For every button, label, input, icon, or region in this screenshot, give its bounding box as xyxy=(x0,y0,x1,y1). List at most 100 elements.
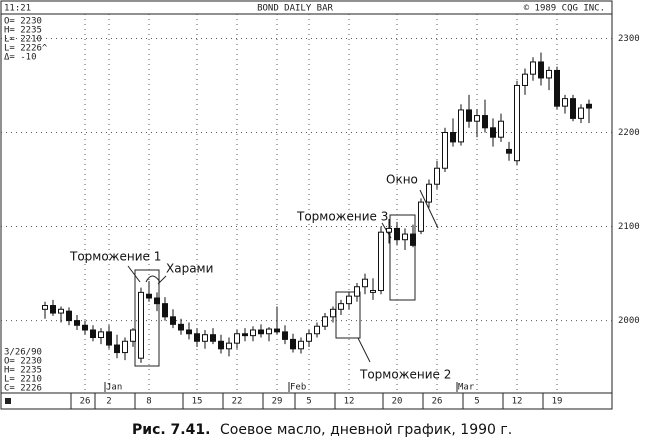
candle-body xyxy=(218,340,224,350)
annotation: Торможение 3 xyxy=(296,210,388,224)
candle-body xyxy=(90,329,96,339)
candle-body xyxy=(506,148,512,154)
x-tick-label: 2 xyxy=(106,397,111,407)
candle-body xyxy=(322,316,328,327)
candle-body xyxy=(498,120,504,138)
frame xyxy=(0,0,613,410)
candle-body xyxy=(138,291,144,359)
candle-body xyxy=(554,69,560,107)
candle-body xyxy=(338,303,344,310)
x-tick-label: 22 xyxy=(232,397,243,407)
y-tick-label: 2000 xyxy=(618,316,640,326)
x-tick-label: 12 xyxy=(512,397,523,407)
header-title: BOND DAILY BAR xyxy=(257,4,333,14)
candle-body xyxy=(290,338,296,350)
info-bottom: 3/26/90 xyxy=(4,348,42,358)
arrow xyxy=(419,189,439,229)
arrow xyxy=(157,275,167,285)
candle-body xyxy=(234,333,240,344)
x-tick-label: 8 xyxy=(146,397,151,407)
candle-body xyxy=(370,289,376,293)
candle-body xyxy=(58,308,64,314)
candle-body xyxy=(538,61,544,79)
candle-body xyxy=(258,329,264,335)
candle-body xyxy=(434,167,440,185)
info-bottom: C= 2226 xyxy=(4,384,42,394)
info-bottom: O= 2230 xyxy=(4,357,42,367)
info-top: O= 2230 xyxy=(4,17,42,27)
candle-body xyxy=(306,333,312,342)
x-tick-label: 26 xyxy=(432,397,443,407)
x-tick-label: 15 xyxy=(192,397,203,407)
candle-body xyxy=(202,334,208,342)
candle-body xyxy=(362,278,368,288)
candle-body xyxy=(178,323,184,331)
candle-body xyxy=(386,227,392,233)
candle-body xyxy=(298,340,304,350)
candle-body xyxy=(330,308,336,318)
candle-body xyxy=(194,333,200,342)
candle-body xyxy=(346,295,352,305)
month-label: Feb xyxy=(290,383,306,393)
candle-body xyxy=(474,115,480,122)
candle-body xyxy=(490,127,496,138)
candle-body xyxy=(578,107,584,119)
candle-body xyxy=(530,61,536,75)
candle-body xyxy=(586,103,592,109)
candle-body xyxy=(522,73,528,86)
box-3 xyxy=(389,214,416,301)
caption-text: Соевое масло, дневной график, 1990 г. xyxy=(220,422,512,438)
candle-body xyxy=(514,84,520,162)
candle-body xyxy=(418,201,424,232)
candle-body xyxy=(458,109,464,143)
candle-body xyxy=(442,131,448,169)
month-label: Jan xyxy=(106,383,122,393)
candle-body xyxy=(210,334,216,342)
info-bottom: L= 2210 xyxy=(4,375,42,385)
candle-body xyxy=(66,310,72,322)
y-tick-label: 2100 xyxy=(618,222,640,232)
x-tick-label: 26 xyxy=(80,397,91,407)
candle-body xyxy=(482,115,488,129)
caption-label: Рис. 7.41. xyxy=(132,422,210,438)
info-top: H= 2235 xyxy=(4,26,42,36)
x-tick-label: 20 xyxy=(392,397,403,407)
x-tick-label: 5 xyxy=(474,397,479,407)
candle-body xyxy=(466,109,472,122)
candle-body xyxy=(546,69,552,79)
candle-body xyxy=(250,329,256,337)
candle-body xyxy=(114,344,120,354)
candle-body xyxy=(354,286,360,297)
harami-arc xyxy=(145,275,161,283)
x-tick-label: 19 xyxy=(552,397,563,407)
candle-body xyxy=(106,331,112,346)
candle-body xyxy=(314,325,320,335)
y-tick-label: 2200 xyxy=(618,128,640,138)
corner-square xyxy=(5,398,11,404)
y-tick-label: 2300 xyxy=(618,34,640,44)
x-tick-label: 5 xyxy=(306,397,311,407)
candle-body xyxy=(410,233,416,246)
candle-body xyxy=(226,342,232,350)
candle-body xyxy=(394,227,400,241)
candle-body xyxy=(74,320,80,326)
candle-body xyxy=(98,331,104,339)
header-time: 11:21 xyxy=(4,4,31,14)
candle-body xyxy=(426,183,432,203)
candle-body xyxy=(282,331,288,340)
candle-body xyxy=(82,324,88,331)
candle-body xyxy=(274,328,280,333)
box-1 xyxy=(134,269,160,367)
candle-body xyxy=(266,328,272,335)
candle-body xyxy=(402,233,408,241)
header-copyright: © 1989 CQG INC. xyxy=(524,4,605,14)
x-tick-label: 29 xyxy=(272,397,283,407)
candle-body xyxy=(242,333,248,337)
candle-body xyxy=(170,316,176,325)
arrow xyxy=(127,265,141,283)
info-bottom: H= 2235 xyxy=(4,366,42,376)
annotation: Харами xyxy=(166,262,213,276)
candle-body xyxy=(122,340,128,354)
candle-body xyxy=(50,305,56,314)
